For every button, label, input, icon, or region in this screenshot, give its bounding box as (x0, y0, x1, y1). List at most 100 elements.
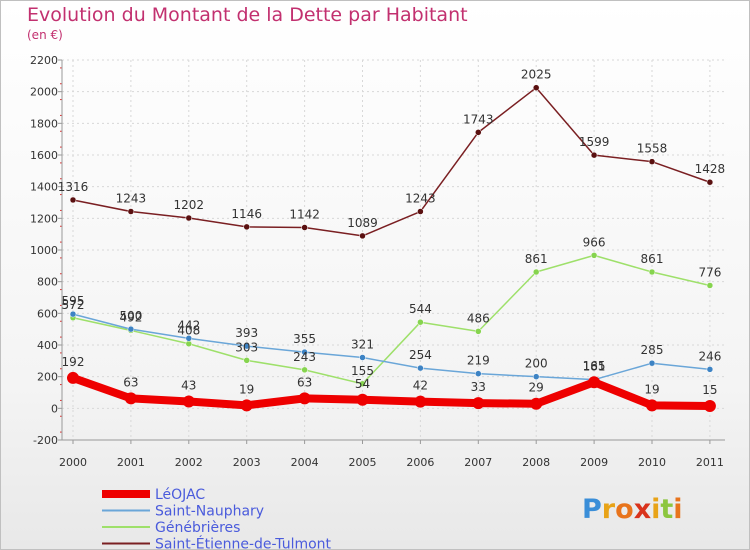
data-label-saint-etienne-de-tulmont: 1243 (116, 192, 147, 206)
data-point-leojac (646, 399, 658, 412)
data-point-saint-nauphary (243, 342, 250, 350)
data-label-leojac: 63 (123, 375, 138, 389)
data-label-leojac: 19 (239, 382, 254, 396)
data-label-leojac: 42 (413, 379, 428, 393)
axes (58, 59, 725, 444)
series-line-saint-etienne-de-tulmont (72, 86, 711, 237)
data-point-leojac (414, 395, 427, 408)
data-point-leojac (356, 393, 369, 406)
data-label-leojac: 29 (529, 381, 544, 395)
series-group (67, 84, 716, 412)
data-label-genebrieres: 861 (641, 252, 664, 266)
data-label-genebrieres: 492 (119, 310, 142, 324)
legend-label: LéOJAC (155, 487, 205, 503)
data-label-leojac: 192 (62, 355, 85, 369)
data-label-saint-nauphary: 442 (177, 318, 200, 332)
legend-label: Génébrières (155, 520, 240, 536)
data-point-saint-etienne-de-tulmont (359, 232, 366, 240)
data-label-saint-etienne-de-tulmont: 1243 (405, 192, 436, 206)
data-labels: 1316 1243 1202 1146 1142 1089 1243 1743 2025 1599… (58, 68, 725, 397)
data-point-leojac (472, 397, 485, 410)
data-point-saint-nauphary (69, 310, 77, 318)
data-label-saint-nauphary: 355 (293, 332, 316, 346)
data-point-saint-etienne-de-tulmont (590, 151, 598, 159)
data-label-genebrieres: 572 (62, 298, 85, 312)
proxiti-logo: Proxiti (582, 494, 683, 525)
data-point-saint-nauphary (706, 366, 714, 373)
data-label-leojac: 43 (181, 379, 196, 393)
y-tick-label: -200 (33, 434, 58, 447)
data-point-saint-etienne-de-tulmont (532, 84, 540, 91)
legend: LéOJACSaint-NaupharyGénébrièresSaint-Éti… (102, 487, 332, 550)
y-tick-label: 2000 (30, 86, 58, 99)
y-tick-label: 0 (51, 402, 58, 415)
x-tick-label: 2009 (580, 456, 608, 469)
data-label-saint-etienne-de-tulmont: 1202 (174, 198, 205, 212)
data-point-leojac (240, 399, 253, 412)
data-label-saint-nauphary: 500 (119, 309, 142, 323)
logo-letter: i (651, 494, 660, 525)
data-label-genebrieres: 243 (293, 350, 316, 364)
data-point-genebrieres (475, 328, 482, 335)
data-point-saint-etienne-de-tulmont (301, 224, 308, 231)
data-label-saint-etienne-de-tulmont: 1743 (463, 112, 494, 126)
y-axis-ticks: -200 0 200 400 600 800 1000 1200 1400 1600 1800 200… (30, 54, 58, 447)
data-label-saint-nauphary: 246 (698, 349, 721, 363)
y-tick-label: 600 (37, 307, 58, 320)
logo-letter: P (582, 494, 602, 525)
grid-lines (62, 59, 725, 441)
data-label-leojac: 19 (644, 382, 659, 396)
x-tick-label: 2008 (522, 456, 550, 469)
y-tick-label: 400 (37, 339, 58, 352)
data-point-genebrieres (359, 380, 366, 388)
data-point-leojac (530, 397, 543, 410)
data-point-saint-nauphary (532, 373, 540, 380)
x-tick-label: 2010 (638, 456, 666, 469)
data-point-saint-nauphary (127, 325, 135, 333)
data-label-saint-nauphary: 200 (525, 357, 548, 371)
data-label-saint-nauphary: 219 (467, 354, 490, 368)
data-label-genebrieres: 408 (177, 324, 200, 338)
data-label-saint-nauphary: 181 (583, 360, 606, 374)
chart-subtitle: (en €) (27, 28, 63, 42)
series-line-saint-nauphary (72, 313, 711, 381)
logo-letter: i (673, 494, 682, 525)
data-point-saint-nauphary (359, 354, 366, 361)
data-label-saint-etienne-de-tulmont: 1142 (289, 208, 320, 222)
data-point-leojac (67, 371, 79, 384)
data-label-leojac: 63 (297, 375, 312, 389)
x-tick-label: 2004 (291, 456, 319, 469)
data-label-saint-etienne-de-tulmont: 1599 (579, 135, 610, 149)
logo-letter: r (602, 494, 616, 525)
data-label-genebrieres: 544 (409, 302, 432, 316)
data-point-genebrieres (301, 366, 308, 374)
legend-label: Saint-Étienne-de-Tulmont (155, 536, 332, 550)
y-tick-label: 200 (37, 371, 58, 384)
data-point-genebrieres (590, 252, 598, 259)
data-point-saint-etienne-de-tulmont (417, 208, 424, 215)
y-tick-label: 800 (37, 276, 58, 289)
y-tick-label: 2200 (30, 54, 58, 67)
data-label-genebrieres: 303 (235, 340, 258, 354)
logo-letter: t (660, 494, 673, 525)
data-point-genebrieres (648, 268, 656, 276)
data-label-genebrieres: 861 (525, 252, 548, 266)
y-tick-label: 1800 (30, 117, 58, 130)
data-point-saint-nauphary (475, 370, 482, 377)
data-point-saint-etienne-de-tulmont (243, 223, 250, 231)
y-tick-label: 1000 (30, 244, 58, 257)
data-point-genebrieres (706, 282, 714, 289)
data-label-leojac: 33 (471, 380, 486, 394)
data-label-saint-nauphary: 254 (409, 348, 432, 362)
data-label-saint-nauphary: 321 (351, 338, 374, 352)
data-point-leojac (124, 392, 137, 405)
data-point-saint-etienne-de-tulmont (706, 178, 714, 186)
data-point-saint-etienne-de-tulmont (185, 214, 193, 222)
data-point-saint-nauphary (417, 364, 424, 372)
x-tick-label: 2003 (233, 456, 261, 469)
x-tick-label: 2000 (59, 456, 87, 469)
data-point-saint-nauphary (185, 335, 193, 342)
data-label-saint-etienne-de-tulmont: 1146 (231, 207, 262, 221)
data-point-saint-etienne-de-tulmont (475, 129, 482, 136)
